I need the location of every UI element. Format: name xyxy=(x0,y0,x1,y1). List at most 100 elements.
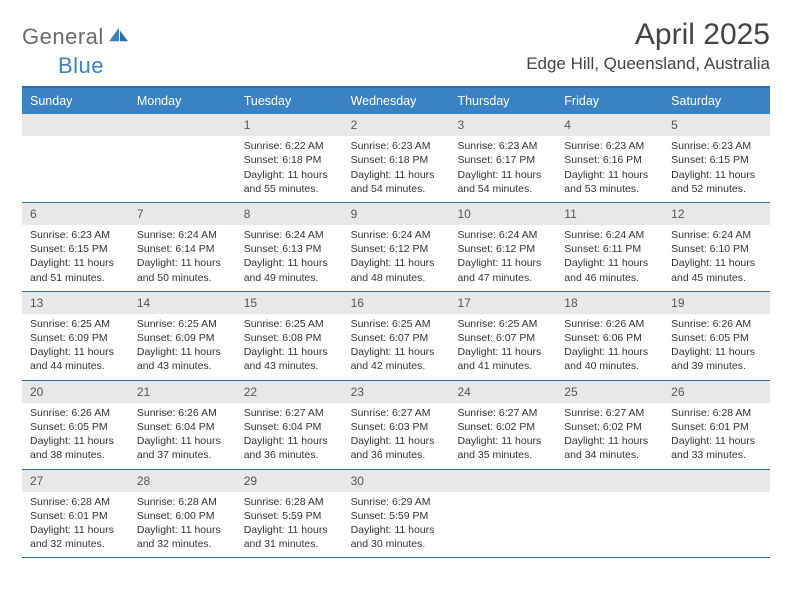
daylight-text: Daylight: 11 hours and 44 minutes. xyxy=(30,345,121,373)
day-cell: 8Sunrise: 6:24 AMSunset: 6:13 PMDaylight… xyxy=(236,203,343,291)
sunrise-text: Sunrise: 6:26 AM xyxy=(30,406,121,420)
day-body-empty xyxy=(449,492,556,515)
daylight-text: Daylight: 11 hours and 43 minutes. xyxy=(244,345,335,373)
daylight-text: Daylight: 11 hours and 54 minutes. xyxy=(351,168,442,196)
day-body: Sunrise: 6:24 AMSunset: 6:12 PMDaylight:… xyxy=(449,225,556,291)
week-row: 27Sunrise: 6:28 AMSunset: 6:01 PMDayligh… xyxy=(22,470,770,559)
sunset-text: Sunset: 6:07 PM xyxy=(457,331,548,345)
weekday-header: Thursday xyxy=(449,88,556,114)
sunset-text: Sunset: 6:18 PM xyxy=(351,153,442,167)
day-number: 4 xyxy=(556,114,663,136)
day-body: Sunrise: 6:27 AMSunset: 6:03 PMDaylight:… xyxy=(343,403,450,469)
sunset-text: Sunset: 6:02 PM xyxy=(564,420,655,434)
day-cell: 21Sunrise: 6:26 AMSunset: 6:04 PMDayligh… xyxy=(129,381,236,469)
page-subtitle: Edge Hill, Queensland, Australia xyxy=(526,54,770,74)
day-cell: 26Sunrise: 6:28 AMSunset: 6:01 PMDayligh… xyxy=(663,381,770,469)
sunrise-text: Sunrise: 6:23 AM xyxy=(564,139,655,153)
sunset-text: Sunset: 6:02 PM xyxy=(457,420,548,434)
day-number: 23 xyxy=(343,381,450,403)
sunrise-text: Sunrise: 6:23 AM xyxy=(457,139,548,153)
week-row: 13Sunrise: 6:25 AMSunset: 6:09 PMDayligh… xyxy=(22,292,770,381)
day-number: 6 xyxy=(22,203,129,225)
day-number: 16 xyxy=(343,292,450,314)
day-body: Sunrise: 6:22 AMSunset: 6:18 PMDaylight:… xyxy=(236,136,343,202)
sunrise-text: Sunrise: 6:25 AM xyxy=(244,317,335,331)
day-number: 8 xyxy=(236,203,343,225)
sunrise-text: Sunrise: 6:24 AM xyxy=(671,228,762,242)
daylight-text: Daylight: 11 hours and 45 minutes. xyxy=(671,256,762,284)
day-cell xyxy=(556,470,663,558)
sunset-text: Sunset: 6:18 PM xyxy=(244,153,335,167)
day-cell: 2Sunrise: 6:23 AMSunset: 6:18 PMDaylight… xyxy=(343,114,450,202)
daylight-text: Daylight: 11 hours and 30 minutes. xyxy=(351,523,442,551)
logo-sail-icon xyxy=(108,26,130,44)
logo-text-blue: Blue xyxy=(58,53,104,79)
sunrise-text: Sunrise: 6:24 AM xyxy=(457,228,548,242)
sunset-text: Sunset: 6:01 PM xyxy=(671,420,762,434)
day-number: 30 xyxy=(343,470,450,492)
day-cell: 5Sunrise: 6:23 AMSunset: 6:15 PMDaylight… xyxy=(663,114,770,202)
weekday-header: Friday xyxy=(556,88,663,114)
weekday-header-row: SundayMondayTuesdayWednesdayThursdayFrid… xyxy=(22,88,770,114)
day-body-empty xyxy=(556,492,663,515)
day-cell: 3Sunrise: 6:23 AMSunset: 6:17 PMDaylight… xyxy=(449,114,556,202)
sunrise-text: Sunrise: 6:27 AM xyxy=(351,406,442,420)
sunrise-text: Sunrise: 6:27 AM xyxy=(564,406,655,420)
day-number-empty xyxy=(449,470,556,492)
sunset-text: Sunset: 5:59 PM xyxy=(244,509,335,523)
day-cell: 12Sunrise: 6:24 AMSunset: 6:10 PMDayligh… xyxy=(663,203,770,291)
day-body-empty xyxy=(22,136,129,159)
weekday-header: Tuesday xyxy=(236,88,343,114)
daylight-text: Daylight: 11 hours and 38 minutes. xyxy=(30,434,121,462)
sunrise-text: Sunrise: 6:25 AM xyxy=(30,317,121,331)
day-body: Sunrise: 6:25 AMSunset: 6:09 PMDaylight:… xyxy=(129,314,236,380)
day-number: 25 xyxy=(556,381,663,403)
sunset-text: Sunset: 6:04 PM xyxy=(244,420,335,434)
day-number-empty xyxy=(22,114,129,136)
day-cell: 23Sunrise: 6:27 AMSunset: 6:03 PMDayligh… xyxy=(343,381,450,469)
day-cell: 7Sunrise: 6:24 AMSunset: 6:14 PMDaylight… xyxy=(129,203,236,291)
day-number: 17 xyxy=(449,292,556,314)
day-cell: 10Sunrise: 6:24 AMSunset: 6:12 PMDayligh… xyxy=(449,203,556,291)
sunset-text: Sunset: 6:09 PM xyxy=(137,331,228,345)
sunset-text: Sunset: 6:13 PM xyxy=(244,242,335,256)
day-body: Sunrise: 6:23 AMSunset: 6:16 PMDaylight:… xyxy=(556,136,663,202)
day-number: 9 xyxy=(343,203,450,225)
sunrise-text: Sunrise: 6:26 AM xyxy=(564,317,655,331)
day-number: 22 xyxy=(236,381,343,403)
day-number: 20 xyxy=(22,381,129,403)
day-cell: 1Sunrise: 6:22 AMSunset: 6:18 PMDaylight… xyxy=(236,114,343,202)
day-body-empty xyxy=(129,136,236,159)
day-cell xyxy=(449,470,556,558)
sunset-text: Sunset: 6:06 PM xyxy=(564,331,655,345)
daylight-text: Daylight: 11 hours and 41 minutes. xyxy=(457,345,548,373)
day-cell: 4Sunrise: 6:23 AMSunset: 6:16 PMDaylight… xyxy=(556,114,663,202)
sunrise-text: Sunrise: 6:28 AM xyxy=(244,495,335,509)
sunset-text: Sunset: 6:09 PM xyxy=(30,331,121,345)
week-row: 6Sunrise: 6:23 AMSunset: 6:15 PMDaylight… xyxy=(22,203,770,292)
daylight-text: Daylight: 11 hours and 43 minutes. xyxy=(137,345,228,373)
day-cell: 13Sunrise: 6:25 AMSunset: 6:09 PMDayligh… xyxy=(22,292,129,380)
sunset-text: Sunset: 6:11 PM xyxy=(564,242,655,256)
daylight-text: Daylight: 11 hours and 52 minutes. xyxy=(671,168,762,196)
day-body: Sunrise: 6:26 AMSunset: 6:06 PMDaylight:… xyxy=(556,314,663,380)
sunrise-text: Sunrise: 6:24 AM xyxy=(564,228,655,242)
sunrise-text: Sunrise: 6:23 AM xyxy=(30,228,121,242)
day-cell: 20Sunrise: 6:26 AMSunset: 6:05 PMDayligh… xyxy=(22,381,129,469)
sunset-text: Sunset: 6:03 PM xyxy=(351,420,442,434)
day-number: 11 xyxy=(556,203,663,225)
sunrise-text: Sunrise: 6:23 AM xyxy=(351,139,442,153)
sunrise-text: Sunrise: 6:27 AM xyxy=(457,406,548,420)
day-cell: 28Sunrise: 6:28 AMSunset: 6:00 PMDayligh… xyxy=(129,470,236,558)
day-cell xyxy=(129,114,236,202)
sunset-text: Sunset: 6:16 PM xyxy=(564,153,655,167)
calendar: SundayMondayTuesdayWednesdayThursdayFrid… xyxy=(22,86,770,558)
day-number: 24 xyxy=(449,381,556,403)
day-cell: 16Sunrise: 6:25 AMSunset: 6:07 PMDayligh… xyxy=(343,292,450,380)
daylight-text: Daylight: 11 hours and 39 minutes. xyxy=(671,345,762,373)
day-body: Sunrise: 6:26 AMSunset: 6:05 PMDaylight:… xyxy=(663,314,770,380)
daylight-text: Daylight: 11 hours and 55 minutes. xyxy=(244,168,335,196)
daylight-text: Daylight: 11 hours and 51 minutes. xyxy=(30,256,121,284)
daylight-text: Daylight: 11 hours and 50 minutes. xyxy=(137,256,228,284)
day-body: Sunrise: 6:23 AMSunset: 6:15 PMDaylight:… xyxy=(663,136,770,202)
